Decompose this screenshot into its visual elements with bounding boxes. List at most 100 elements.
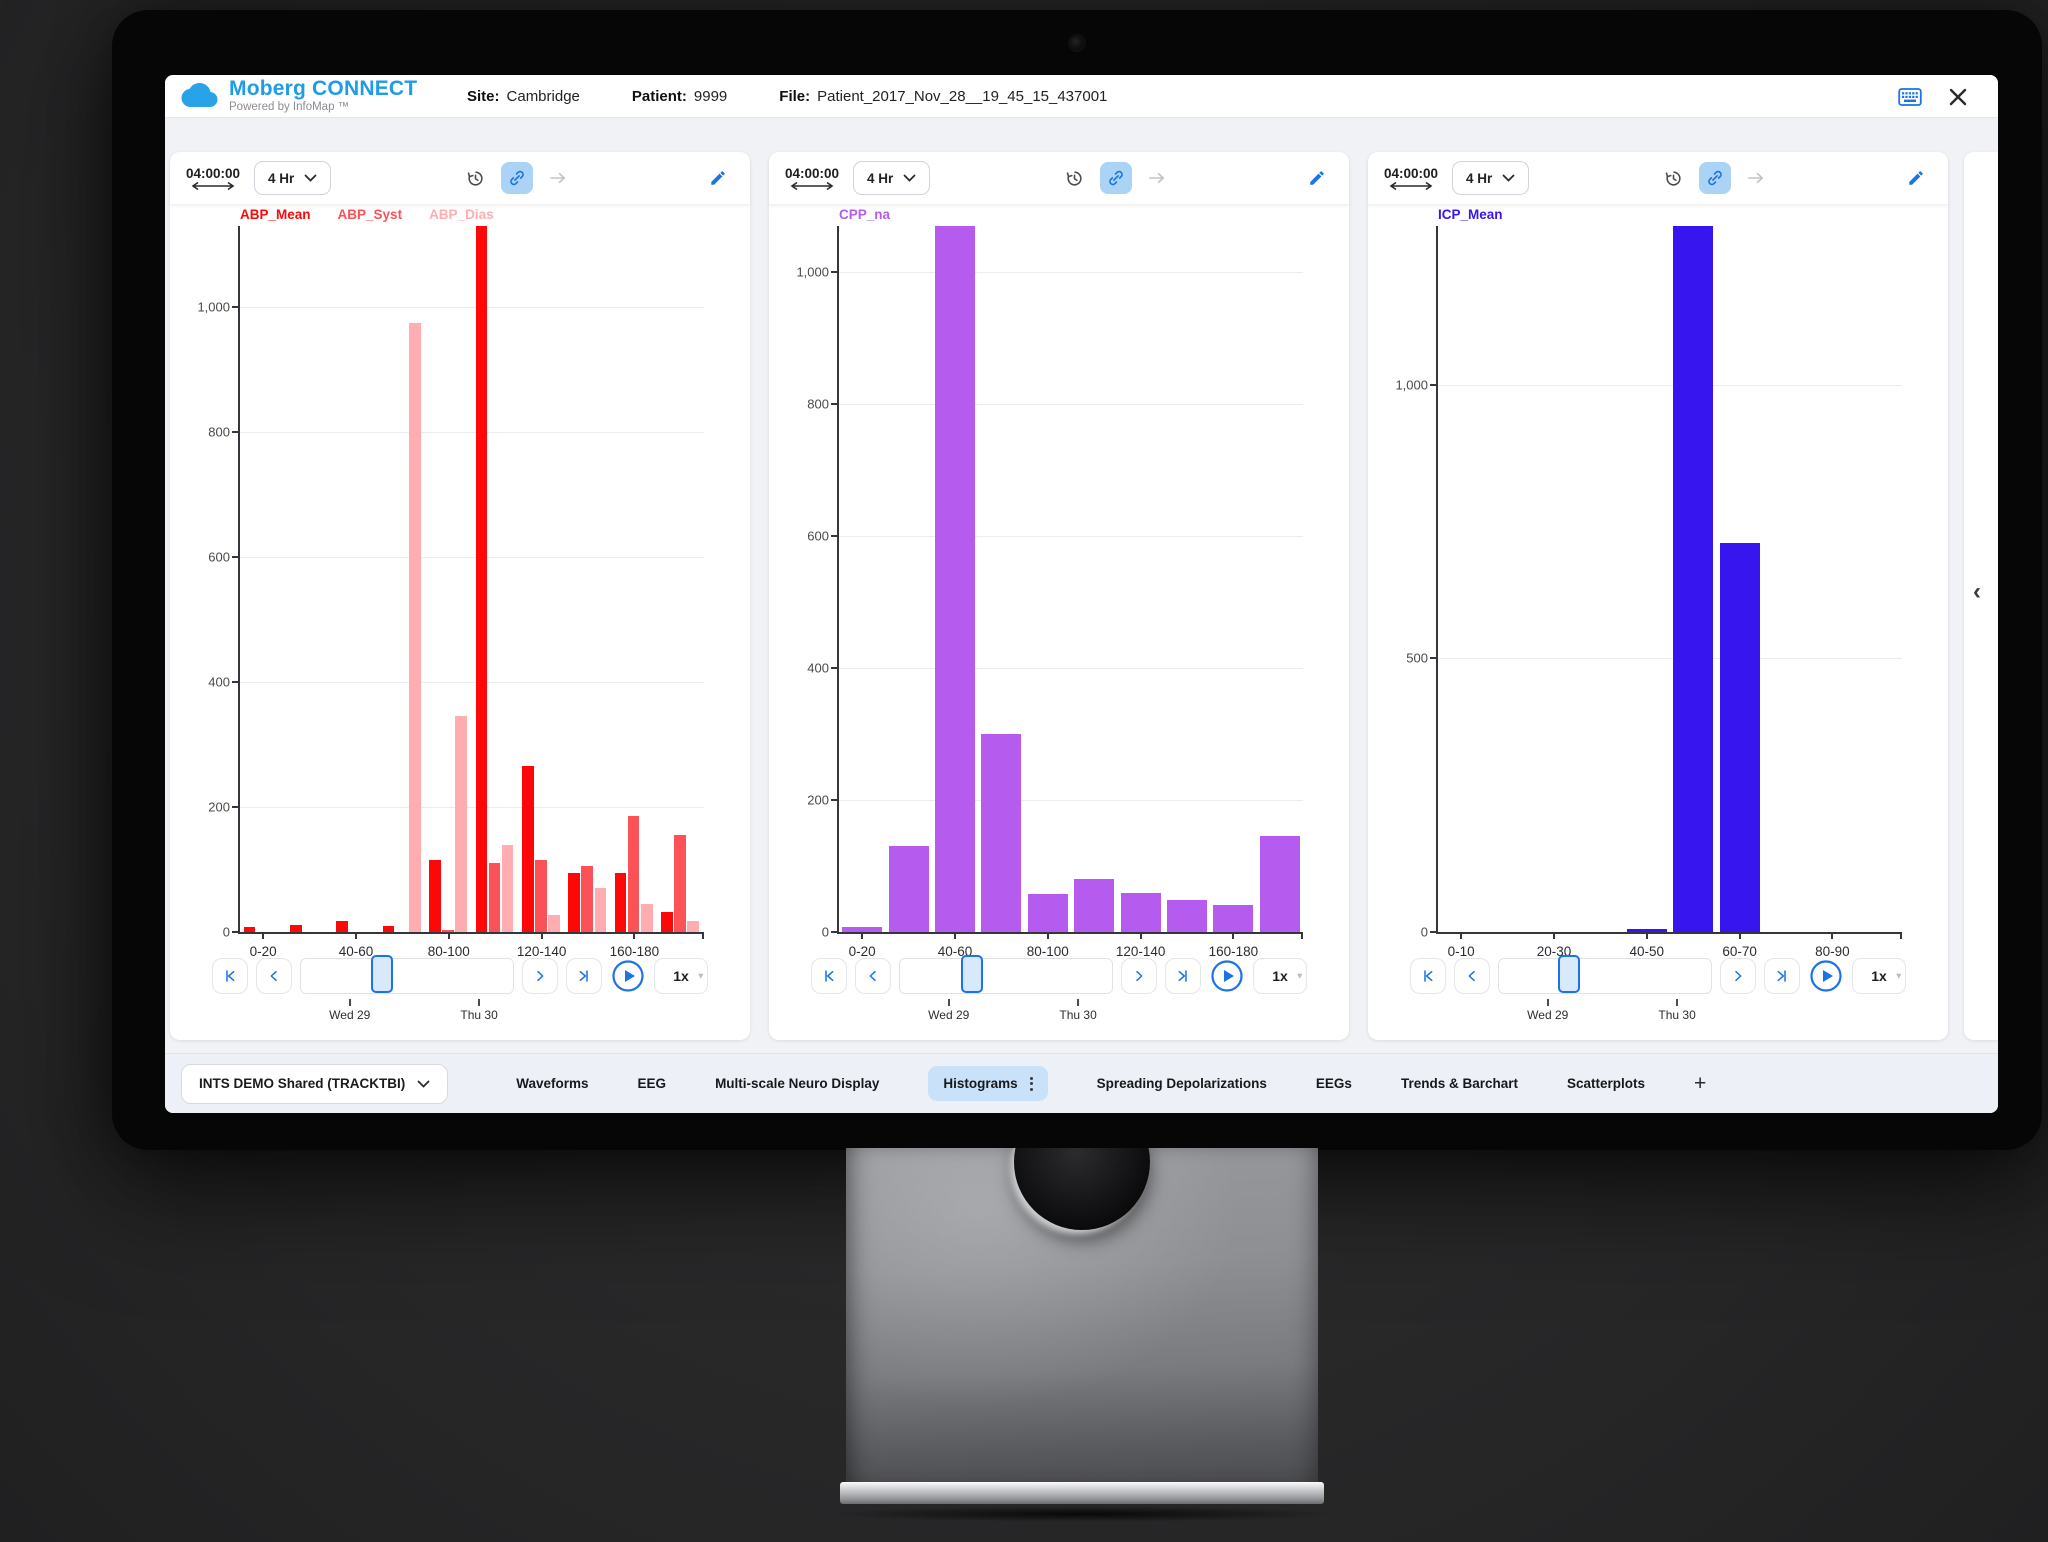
tab-eegs[interactable]: EEGs [1315, 1076, 1352, 1091]
forward-button[interactable] [542, 162, 574, 194]
step-back-button[interactable] [256, 958, 292, 994]
link-sync-button[interactable] [1099, 162, 1132, 194]
range-select[interactable]: 4 Hr [853, 161, 931, 195]
collapse-chevron-icon[interactable]: ‹ [1973, 578, 1981, 605]
histogram-bar [627, 816, 640, 932]
range-select[interactable]: 4 Hr [1452, 161, 1530, 195]
tab-trends-barchart[interactable]: Trends & Barchart [1400, 1076, 1518, 1091]
range-select[interactable]: 4 Hr [254, 161, 332, 195]
y-tick-label: 400 [807, 660, 829, 676]
timeline-slider-handle[interactable] [1557, 955, 1580, 993]
panel-toolbar: 04:00:00 4 Hr [769, 152, 1349, 205]
add-tab-button[interactable]: + [1694, 1071, 1707, 1095]
history-button[interactable] [460, 162, 492, 194]
legend-item[interactable]: ABP_Syst [337, 207, 403, 222]
speed-button[interactable]: 1x ▾ [1253, 958, 1307, 994]
step-forward-icon [537, 970, 544, 982]
arrow-right-icon [1149, 172, 1165, 184]
y-tick-label: 200 [208, 799, 230, 815]
x-axis-tick [1139, 932, 1142, 939]
timeline-slider-handle[interactable] [961, 955, 984, 993]
x-axis-tick [540, 932, 543, 939]
workspace-select[interactable]: INTS DEMO Shared (TRACKTBI) [181, 1063, 449, 1104]
skip-start-button[interactable] [811, 958, 847, 994]
edit-button[interactable] [1301, 162, 1333, 194]
timeline-slider[interactable]: Wed 29 Thu 30 [899, 955, 1113, 1022]
histogram-plot: 0 200 400 600 800 1,000 0-20 40-60 80-100 120-140… [197, 226, 704, 959]
step-forward-button[interactable] [1121, 958, 1157, 994]
x-axis-tick [1232, 932, 1235, 939]
link-icon [509, 170, 524, 186]
play-button[interactable] [1808, 958, 1844, 994]
gridline [240, 807, 704, 809]
window-duration-control[interactable]: 04:00:00 [186, 166, 240, 191]
link-sync-button[interactable] [1698, 162, 1731, 194]
tab-eeg[interactable]: EEG [637, 1076, 667, 1091]
legend-item[interactable]: ABP_Mean [240, 207, 311, 222]
x-tick-label: 80-90 [1815, 944, 1850, 959]
chart-area: ICP_Mean 0 500 1,000 0-10 20-30 40-50 60-70 80-… [1368, 204, 1948, 962]
histogram-bar [475, 226, 488, 932]
gridline [839, 800, 1303, 802]
y-tick-label: 600 [807, 528, 829, 544]
close-icon[interactable] [1948, 87, 1968, 107]
panels-container: 04:00:00 4 Hr [165, 118, 1998, 1053]
legend-item[interactable]: ABP_Dias [429, 207, 494, 222]
tab-waveforms[interactable]: Waveforms [516, 1076, 589, 1091]
speed-value: 1x [1272, 968, 1288, 984]
forward-button[interactable] [1740, 162, 1772, 194]
timeline-tick [348, 999, 351, 1006]
step-back-button[interactable] [1454, 958, 1490, 994]
skip-end-button[interactable] [566, 958, 602, 994]
play-icon [1211, 960, 1243, 992]
speed-button[interactable]: 1x ▾ [1852, 958, 1906, 994]
history-button[interactable] [1658, 162, 1690, 194]
tab-scatterplots[interactable]: Scatterplots [1567, 1076, 1646, 1091]
file-field: File: Patient_2017_Nov_28__19_45_15_43700… [779, 88, 1107, 105]
histogram-bar [888, 846, 929, 932]
histogram-bar [1074, 879, 1115, 932]
skip-start-icon [1424, 970, 1433, 982]
tab-spreading-depolarizations[interactable]: Spreading Depolarizations [1096, 1076, 1267, 1091]
x-axis-tick [1046, 932, 1049, 939]
forward-button[interactable] [1141, 162, 1173, 194]
tab-histograms[interactable]: Histograms [928, 1066, 1048, 1101]
tab-multi-scale-neuro-display[interactable]: Multi-scale Neuro Display [715, 1076, 880, 1091]
collapsed-panel-edge[interactable]: ‹ [1964, 152, 1998, 1040]
keyboard-icon[interactable] [1898, 87, 1922, 107]
legend-item[interactable]: CPP_na [839, 207, 891, 222]
timeline-slider[interactable]: Wed 29 Thu 30 [1498, 955, 1712, 1022]
skip-start-button[interactable] [212, 958, 248, 994]
x-axis-tick [1460, 932, 1463, 939]
history-button[interactable] [1059, 162, 1091, 194]
x-axis-tick [633, 932, 636, 939]
link-sync-button[interactable] [500, 162, 533, 194]
x-axis-tick [1301, 932, 1303, 939]
window-duration-control[interactable]: 04:00:00 [1384, 166, 1438, 191]
gridline [240, 432, 704, 434]
edit-button[interactable] [702, 162, 734, 194]
y-tick-label: 400 [208, 674, 230, 690]
play-button[interactable] [1209, 958, 1245, 994]
step-forward-button[interactable] [522, 958, 558, 994]
edit-button[interactable] [1900, 162, 1932, 194]
legend-item[interactable]: ICP_Mean [1438, 207, 1503, 222]
timeline-slider-handle[interactable] [370, 955, 393, 993]
speed-button[interactable]: 1x ▾ [654, 958, 708, 994]
histogram-bar [535, 860, 547, 932]
histogram-plot: 0 200 400 600 800 1,000 0-20 40-60 80-100 120-140… [796, 226, 1303, 959]
x-axis-tick [355, 932, 357, 939]
skip-start-button[interactable] [1410, 958, 1446, 994]
y-tick-label: 0 [821, 924, 829, 940]
timeline-slider[interactable]: Wed 29 Thu 30 [300, 955, 514, 1022]
skip-end-button[interactable] [1165, 958, 1201, 994]
step-forward-button[interactable] [1720, 958, 1756, 994]
step-back-button[interactable] [855, 958, 891, 994]
histogram-bar [1027, 894, 1068, 932]
window-duration-control[interactable]: 04:00:00 [785, 166, 839, 191]
play-button[interactable] [610, 958, 646, 994]
x-tick-label: 80-100 [427, 944, 470, 959]
histogram-bar [581, 866, 594, 932]
skip-end-button[interactable] [1764, 958, 1800, 994]
kebab-icon[interactable] [1029, 1076, 1033, 1091]
